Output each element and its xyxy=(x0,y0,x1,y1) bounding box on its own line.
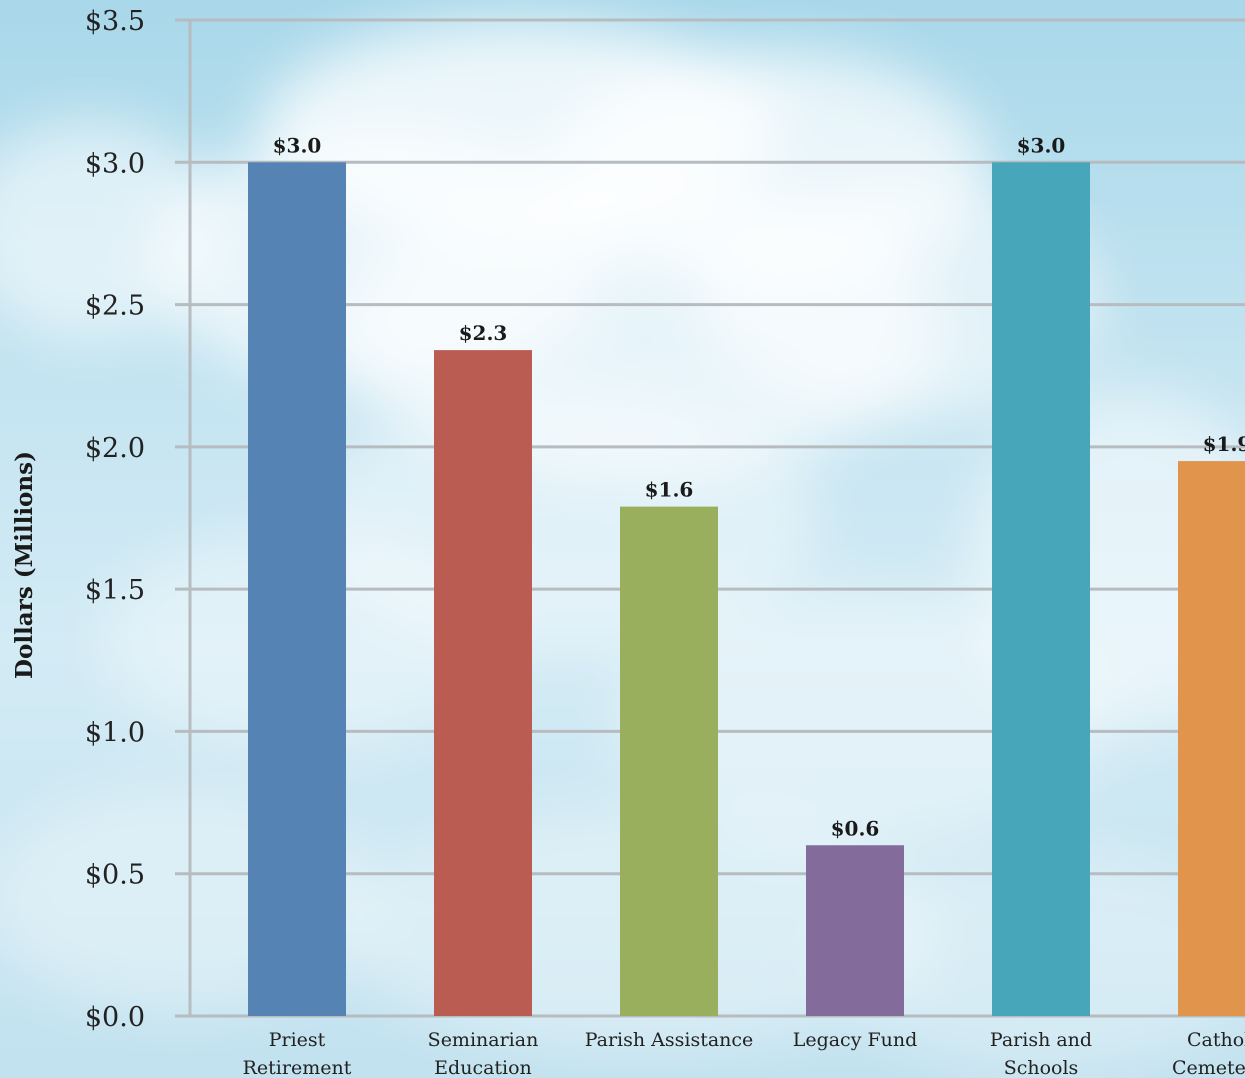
bar xyxy=(992,162,1090,1017)
y-tick-label: $1.0 xyxy=(85,717,145,748)
x-tick-label: Schools xyxy=(1004,1057,1079,1078)
y-tick-label: $2.5 xyxy=(85,291,145,322)
bar xyxy=(1178,461,1245,1017)
x-tick-label: Cemeteries xyxy=(1172,1057,1245,1078)
y-tick-label: $1.5 xyxy=(85,575,145,606)
data-labels: $3.0 $2.3 $1.6 $0.6 $3.0 $1.9 xyxy=(273,133,1245,840)
x-tick-label: Catholic xyxy=(1187,1029,1245,1051)
x-tick-label: Priest xyxy=(269,1029,326,1051)
data-label: $1.9 xyxy=(1203,432,1245,456)
x-tick-label: Parish and xyxy=(990,1029,1092,1051)
y-tick-label: $0.0 xyxy=(85,1002,145,1033)
x-tick-label: Seminarian xyxy=(428,1029,539,1051)
data-label: $3.0 xyxy=(1017,133,1066,157)
data-label: $3.0 xyxy=(273,133,322,157)
bars xyxy=(248,162,1245,1017)
data-label: $2.3 xyxy=(459,321,508,345)
y-tick-labels: $0.0 $0.5 $1.0 $1.5 $2.0 $2.5 $3.0 $3.5 xyxy=(85,6,145,1033)
bar xyxy=(434,350,532,1016)
y-axis-label: Dollars (Millions) xyxy=(11,451,38,679)
x-tick-label: Parish Assistance xyxy=(585,1029,754,1051)
x-tick-label: Retirement xyxy=(243,1057,352,1078)
y-tick-label: $3.0 xyxy=(85,148,145,179)
y-tick-label: $0.5 xyxy=(85,860,145,891)
bar xyxy=(248,162,346,1017)
x-tick-label: Legacy Fund xyxy=(793,1029,918,1051)
bar xyxy=(806,845,904,1016)
bar xyxy=(620,506,718,1016)
x-tick-label: Education xyxy=(434,1057,532,1078)
data-label: $0.6 xyxy=(831,816,880,840)
y-tick-label: $2.0 xyxy=(85,433,145,464)
y-tick-label: $3.5 xyxy=(85,6,145,37)
data-label: $1.6 xyxy=(645,478,694,502)
x-tick-labels: Priest Retirement Seminarian Education Paris… xyxy=(243,1029,1245,1078)
